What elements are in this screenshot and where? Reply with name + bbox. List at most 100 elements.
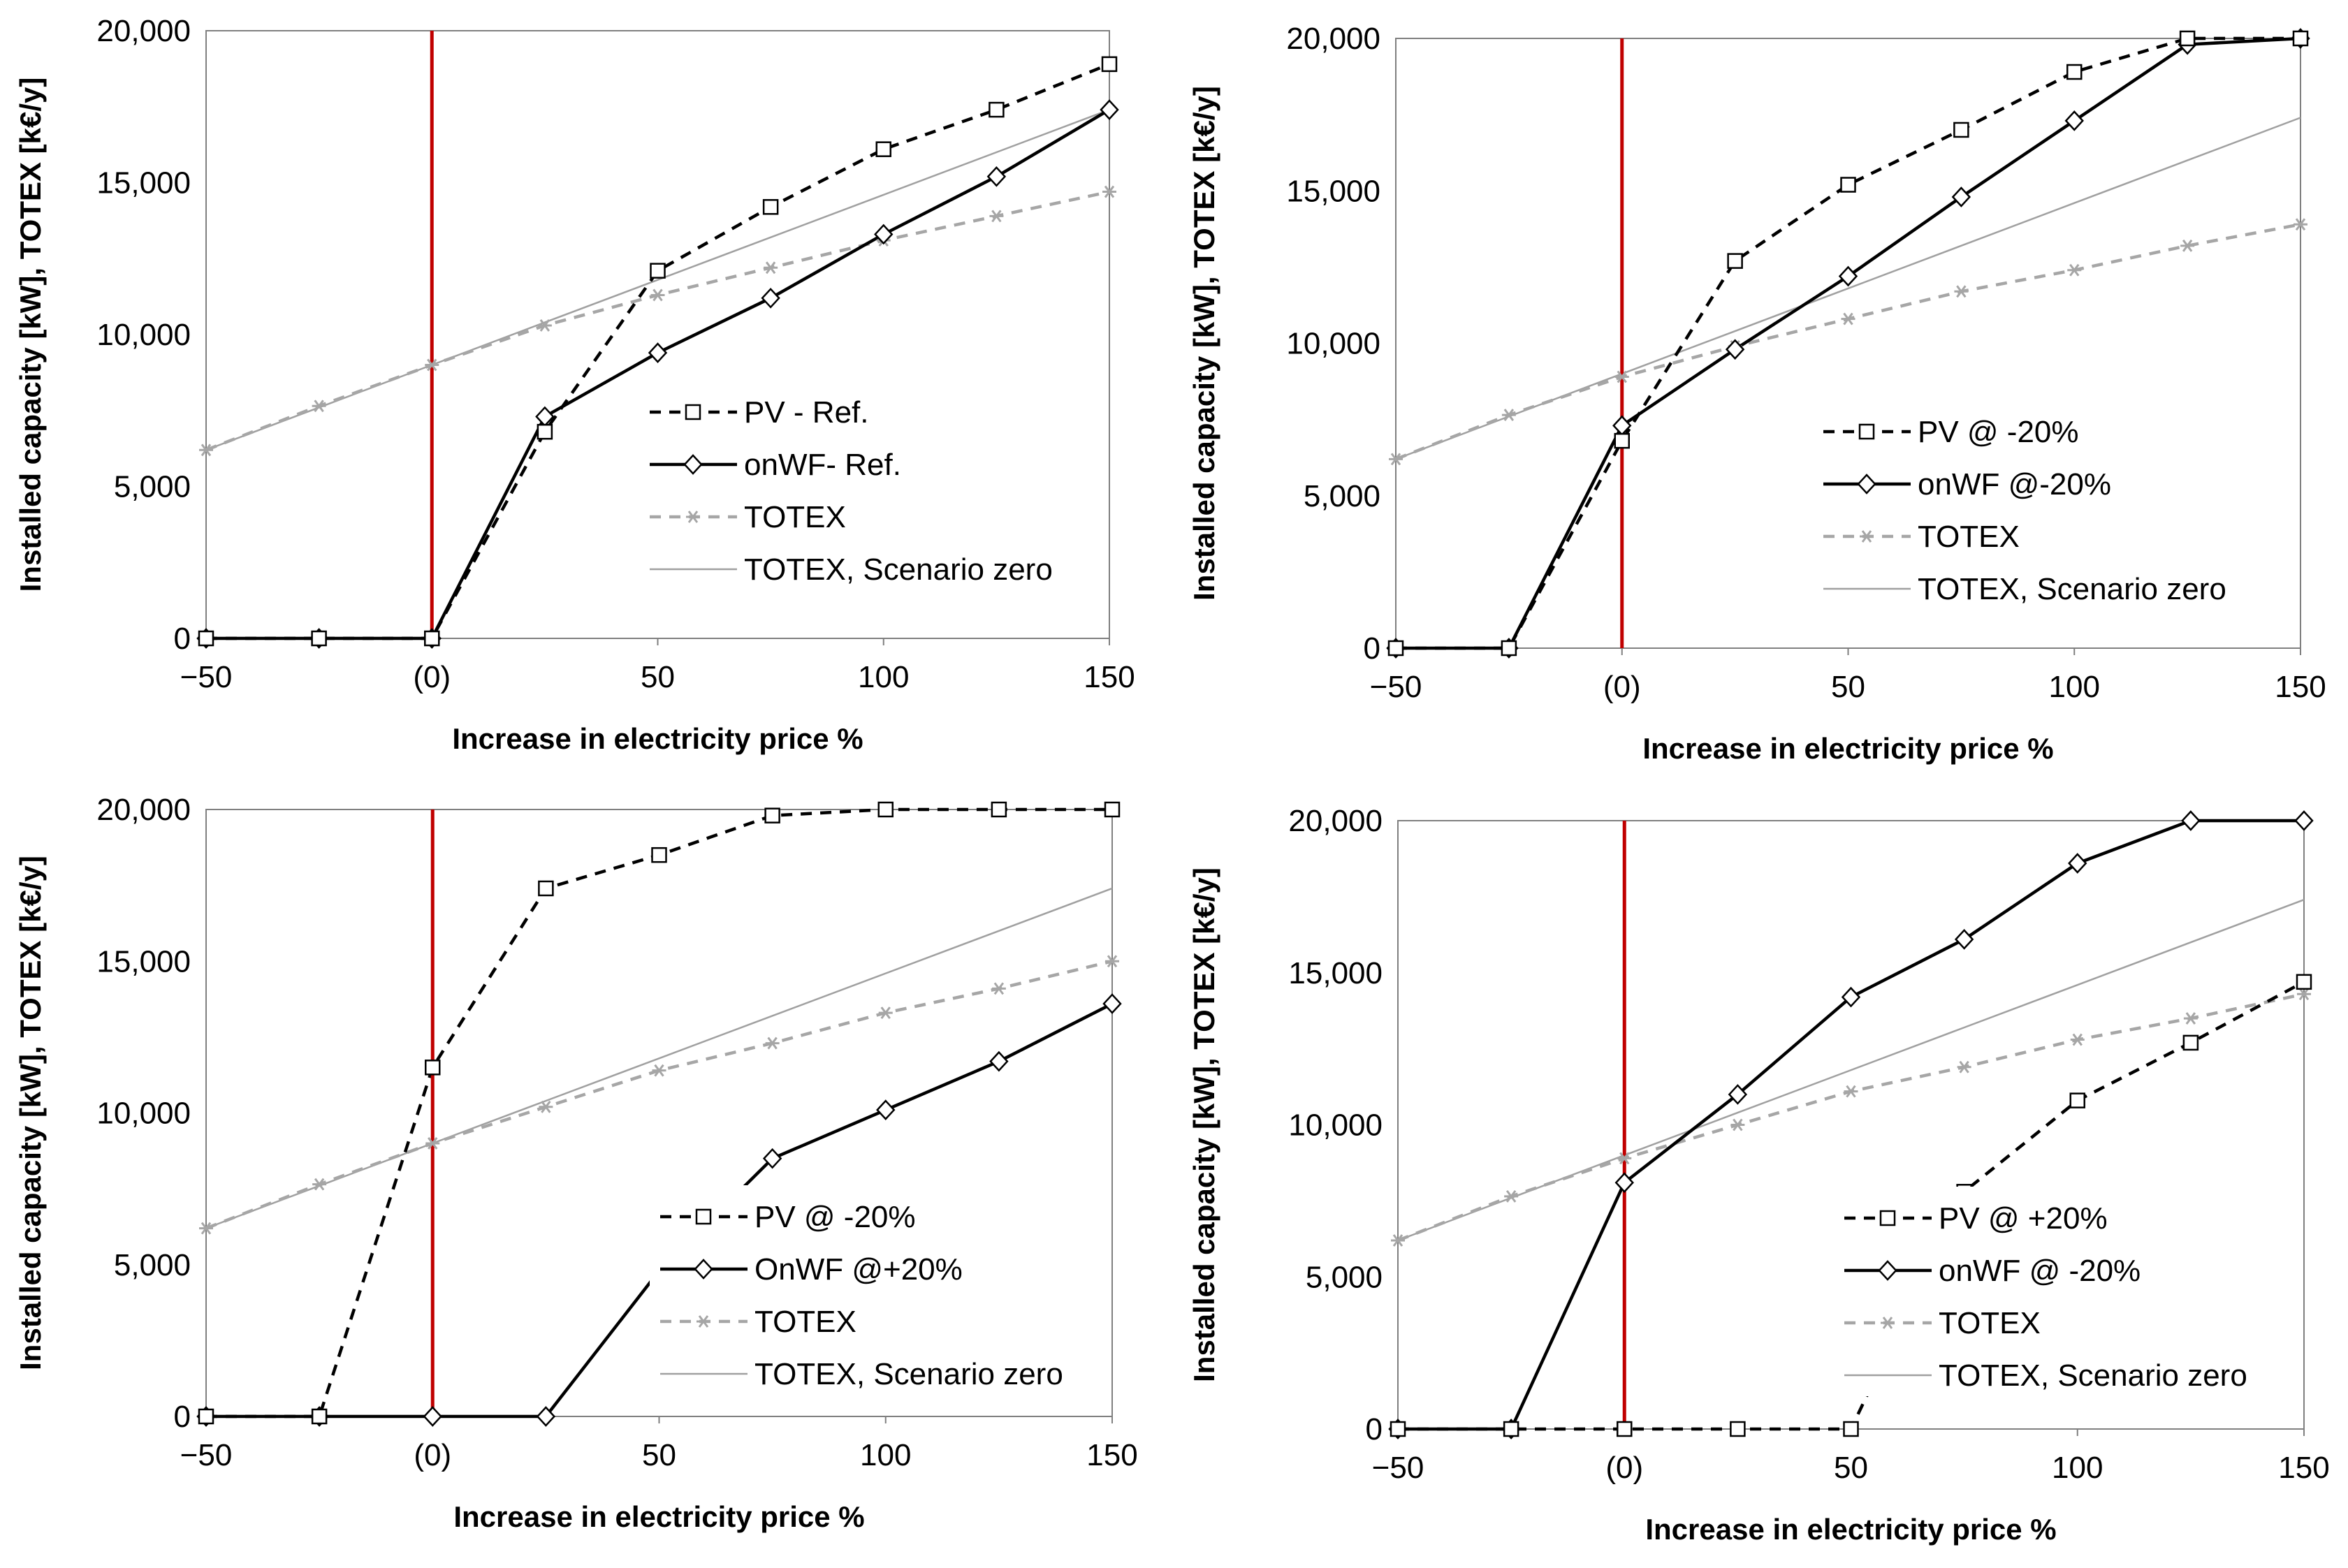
data-point-series-0: [762, 199, 779, 215]
legend-swatch-marker: [1878, 1260, 1897, 1281]
y-tick-label: 10,000: [96, 1097, 191, 1131]
x-tick-label: (0): [1605, 1451, 1643, 1485]
legend: PV @ -20% OnWF @+20% TOTEX TOTEX, Scenario …: [650, 1185, 1104, 1395]
y-tick-label: 20,000: [1286, 22, 1380, 56]
data-point-series-0: [650, 263, 666, 279]
data-point-series-2: [991, 982, 1006, 995]
legend-label: TOTEX: [754, 1305, 856, 1339]
data-point-series-2: [1954, 285, 1969, 298]
data-point-series-0: [764, 807, 780, 823]
x-tick-label: −50: [180, 660, 233, 694]
data-point-series-0: [198, 630, 214, 647]
legend: PV @ -20% onWF @-20% TOTEX TOTEX, Scenario …: [1813, 400, 2267, 610]
legend-label: onWF @ -20%: [1939, 1254, 2141, 1288]
x-tick-label: (0): [413, 660, 451, 694]
data-point-series-1: [1838, 265, 1858, 287]
x-tick-label: 150: [2275, 670, 2326, 704]
chart-panel-top-right: 0 5,000 10,000 15,000 20,000 −50 (0) 50 100 150 In…: [1174, 0, 2347, 784]
data-point-series-1: [762, 1148, 782, 1169]
data-point-series-1: [1954, 929, 1974, 950]
data-point-series-2: [199, 444, 213, 457]
line-chart-top-left: 0 5,000 10,000 15,000 20,000 −50 (0) 50 100 150 In…: [14, 14, 1135, 755]
line-chart-bottom-right: 0 5,000 10,000 15,000 20,000 −50 (0) 50 100 150 In…: [1188, 804, 2330, 1546]
data-point-series-2: [312, 400, 326, 413]
data-point-series-0: [1727, 253, 1743, 269]
y-axis-title: Installed capacity [kW], TOTEX [k€/y]: [1188, 867, 1220, 1382]
data-point-series-2: [199, 1222, 213, 1235]
data-point-series-2: [537, 319, 552, 332]
x-tick-label: (0): [1603, 670, 1641, 704]
y-axis-title: Installed capacity [kW], TOTEX [k€/y]: [14, 856, 47, 1370]
y-tick-label: 20,000: [96, 793, 191, 827]
data-point-series-0: [1840, 177, 1856, 193]
data-point-series-2: [1841, 312, 1855, 325]
legend-label: TOTEX, Scenario zero: [754, 1357, 1063, 1391]
legend-background: [650, 1185, 1104, 1395]
legend-label: TOTEX: [1939, 1306, 2041, 1340]
y-tick-label: 5,000: [114, 470, 191, 504]
x-tick-label: 150: [2278, 1451, 2329, 1485]
data-point-series-2: [2183, 1012, 2198, 1025]
data-point-series-2: [650, 288, 665, 302]
x-tick-label: 150: [1084, 660, 1135, 694]
legend: PV - Ref. onWF- Ref. TOTEX TOTEX, Scenario …: [639, 381, 1093, 590]
x-tick-label: 100: [860, 1438, 911, 1472]
x-tick-label: 50: [1831, 670, 1865, 704]
y-tick-label: 10,000: [96, 318, 191, 352]
legend-label: PV @ -20%: [1918, 415, 2079, 449]
data-point-series-0: [1843, 1421, 1859, 1437]
data-point-series-1: [2294, 810, 2314, 831]
y-tick-label: 0: [174, 622, 191, 656]
data-point-series-1: [1841, 986, 1861, 1008]
data-point-series-1: [986, 166, 1007, 187]
chart-panel-bottom-right: 0 5,000 10,000 15,000 20,000 −50 (0) 50 100 150 In…: [1174, 784, 2347, 1567]
data-point-series-0: [2179, 30, 2196, 47]
legend-label: TOTEX, Scenario zero: [744, 552, 1053, 587]
data-point-series-0: [1101, 56, 1118, 73]
y-tick-label: 0: [1364, 631, 1380, 666]
data-point-series-2: [2297, 988, 2311, 1001]
data-point-series-2: [539, 1100, 553, 1113]
line-chart-bottom-left: 0 5,000 10,000 15,000 20,000 −50 (0) 50 100 150 In…: [14, 793, 1138, 1533]
data-point-series-2: [425, 1137, 440, 1150]
legend-swatch-marker: [683, 454, 703, 475]
data-point-series-0: [2069, 1092, 2085, 1108]
data-point-series-1: [1102, 993, 1122, 1014]
data-point-series-2: [989, 210, 1004, 223]
data-point-series-1: [2064, 110, 2084, 131]
data-point-series-2: [2070, 1033, 2085, 1046]
legend-label: PV - Ref.: [744, 395, 869, 430]
legend-swatch-marker: [1857, 474, 1876, 494]
x-tick-label: 50: [642, 1438, 676, 1472]
data-point-series-0: [538, 880, 554, 897]
legend-label: onWF- Ref.: [744, 448, 901, 482]
data-point-series-1: [876, 1099, 896, 1120]
legend-label: onWF @-20%: [1918, 467, 2111, 501]
legend-swatch-marker: [697, 1315, 710, 1328]
x-tick-label: −50: [180, 1438, 233, 1472]
legend-label: TOTEX: [744, 500, 846, 534]
legend-swatch-marker: [1858, 423, 1875, 440]
data-point-series-2: [1391, 1234, 1405, 1247]
data-point-series-2: [1102, 185, 1116, 198]
data-point-series-1: [1725, 339, 1745, 360]
data-point-series-1: [2068, 853, 2087, 874]
data-point-series-0: [2066, 64, 2083, 80]
data-point-series-1: [874, 224, 894, 245]
data-point-series-2: [1844, 1085, 1858, 1098]
data-point-series-2: [1730, 1118, 1745, 1131]
legend-swatch-marker: [1860, 530, 1874, 543]
data-point-series-2: [312, 1178, 327, 1191]
data-point-series-1: [536, 1406, 556, 1427]
data-point-series-1: [1100, 99, 1119, 120]
data-point-series-2: [2180, 239, 2195, 252]
data-point-series-0: [991, 801, 1007, 818]
x-tick-label: 50: [641, 660, 675, 694]
x-tick-label: (0): [414, 1438, 451, 1472]
data-point-series-0: [877, 801, 894, 818]
y-axis-title: Installed capacity [kW], TOTEX [k€/y]: [14, 78, 47, 592]
legend-swatch-marker: [1881, 1317, 1895, 1329]
data-point-series-0: [989, 101, 1005, 118]
x-tick-label: 100: [858, 660, 909, 694]
y-tick-label: 20,000: [96, 14, 191, 48]
